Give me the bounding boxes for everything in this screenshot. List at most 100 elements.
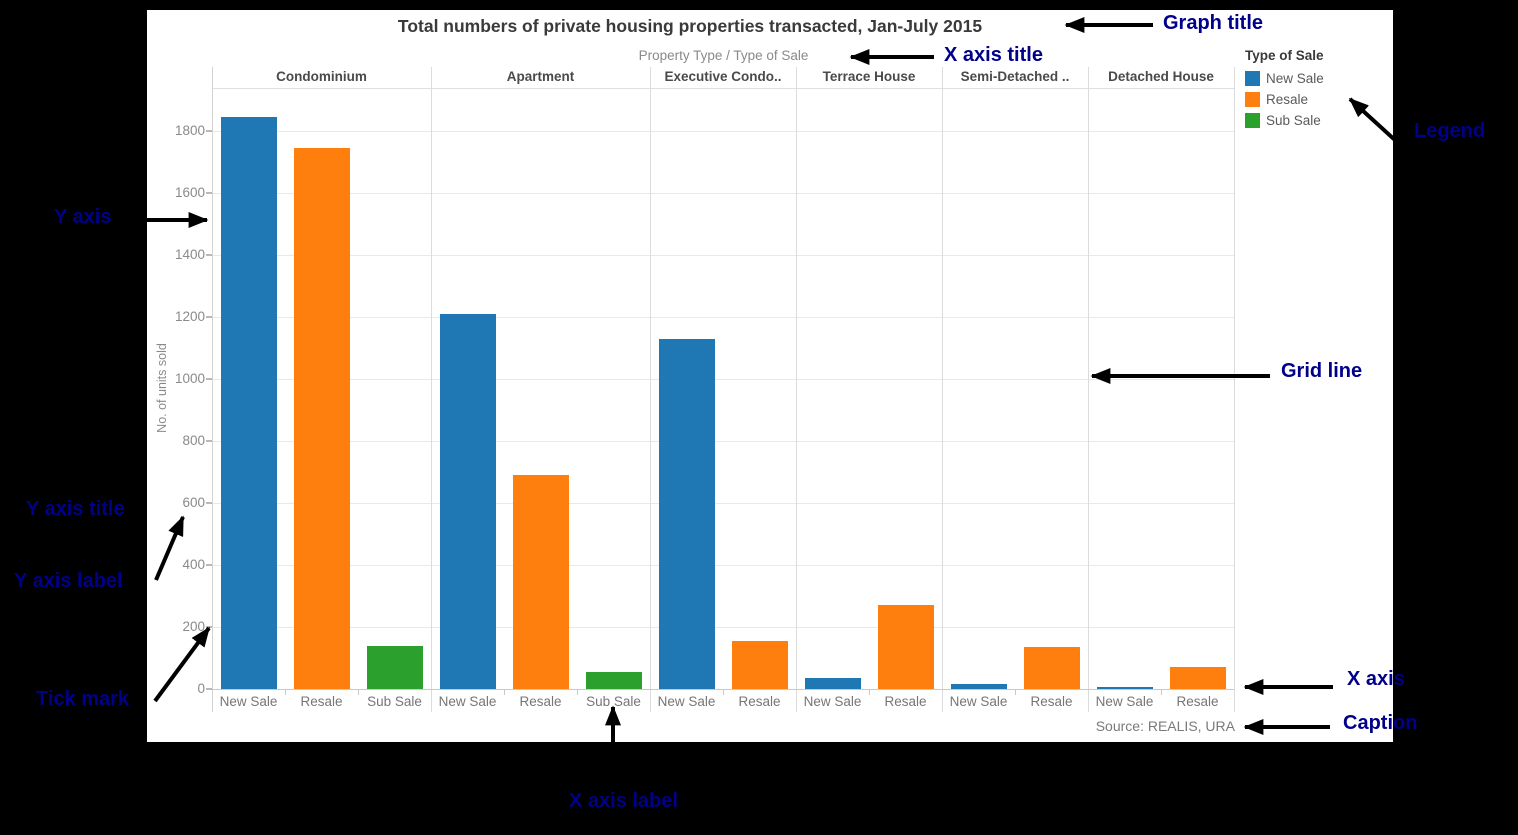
chart-canvas: Total numbers of private housing propert…: [147, 10, 1393, 742]
legend-item-resale[interactable]: Resale: [1245, 89, 1390, 110]
chart-title: Total numbers of private housing propert…: [397, 16, 983, 36]
header-underline: [212, 88, 1234, 89]
x-axis-tick-label: New Sale: [219, 694, 278, 709]
annotation-tick-mark: Tick mark: [36, 688, 130, 710]
bar-resale[interactable]: [1169, 667, 1226, 689]
y-axis-tick-label: 800: [182, 433, 205, 449]
bar-new-sale[interactable]: [804, 678, 861, 689]
grid-line-horizontal: [212, 379, 1234, 381]
legend-item-label: Resale: [1266, 92, 1309, 107]
x-axis-title: Property Type / Type of Sale: [638, 48, 809, 63]
chart-caption: Source: REALIS, URA: [1095, 718, 1235, 734]
annotation-y-axis: Y axis: [54, 206, 112, 228]
y-axis-tick-label: 1600: [174, 185, 205, 201]
bar-new-sale[interactable]: [658, 339, 715, 689]
tick-mark: [206, 254, 212, 257]
panel-header: Semi-Detached ..: [960, 69, 1070, 84]
x-axis-tick-label: Resale: [1030, 694, 1073, 709]
y-axis-tick-label: 1400: [174, 247, 205, 263]
y-axis-tick-label: 600: [182, 495, 205, 511]
tick-mark: [206, 440, 212, 443]
tick-mark: [206, 564, 212, 567]
x-axis-tick-label: Resale: [1176, 694, 1219, 709]
plot-area: 0 200 400 600 800 1000 1200 1400 1600 1800 Condomi…: [147, 10, 1393, 742]
panel-divider: [942, 67, 943, 712]
panel-divider: [1234, 67, 1235, 712]
legend-item-sub-sale[interactable]: Sub Sale: [1245, 110, 1390, 131]
bar-new-sale[interactable]: [220, 117, 277, 689]
panel-header: Condominium: [276, 69, 367, 84]
annotation-x-axis-title: X axis title: [944, 44, 1043, 66]
x-axis-tick: [869, 689, 870, 695]
x-axis-tick-label: New Sale: [803, 694, 862, 709]
x-axis-tick-label: Sub Sale: [586, 694, 641, 709]
legend-swatch: [1245, 71, 1260, 86]
x-axis-tick: [723, 689, 724, 695]
x-axis-tick: [1015, 689, 1016, 695]
x-axis-tick-label: Sub Sale: [367, 694, 422, 709]
x-axis-tick-label: Resale: [300, 694, 343, 709]
bar-resale[interactable]: [877, 605, 934, 689]
legend-item-label: New Sale: [1266, 71, 1324, 86]
legend-items: New Sale Resale Sub Sale: [1245, 68, 1390, 131]
legend-item-new-sale[interactable]: New Sale: [1245, 68, 1390, 89]
grid-line-horizontal: [212, 193, 1234, 195]
grid-line-horizontal: [212, 627, 1234, 629]
annotation-y-axis-title: Y axis title: [26, 498, 125, 520]
grid-line-horizontal: [212, 565, 1234, 567]
grid-line-horizontal: [212, 255, 1234, 257]
annotation-x-axis-label: X axis label: [569, 790, 678, 812]
bar-resale[interactable]: [293, 148, 350, 689]
bar-new-sale[interactable]: [1096, 687, 1153, 689]
x-axis-tick-label: Resale: [519, 694, 562, 709]
legend-swatch: [1245, 113, 1260, 128]
annotation-caption: Caption: [1343, 712, 1418, 734]
x-axis-tick: [285, 689, 286, 695]
grid-line-horizontal: [212, 503, 1234, 505]
x-axis-tick-label: Resale: [738, 694, 781, 709]
y-axis-line: [212, 67, 213, 712]
bar-sub-sale[interactable]: [366, 646, 423, 689]
bar-new-sale[interactable]: [439, 314, 496, 689]
x-axis-tick-label: New Sale: [949, 694, 1008, 709]
x-axis-tick: [1161, 689, 1162, 695]
y-axis-tick-label: 400: [182, 557, 205, 573]
annotation-grid-line: Grid line: [1281, 360, 1363, 382]
bar-sub-sale[interactable]: [585, 672, 642, 689]
x-axis-tick-label: New Sale: [657, 694, 716, 709]
y-axis-tick-label: 0: [197, 681, 205, 696]
grid-line-horizontal: [212, 441, 1234, 443]
legend-swatch: [1245, 92, 1260, 107]
legend: Type of Sale New Sale Resale Sub Sale: [1245, 48, 1390, 131]
legend-item-label: Sub Sale: [1266, 113, 1321, 128]
bar-new-sale[interactable]: [950, 684, 1007, 689]
panel-divider: [1088, 67, 1089, 712]
bar-resale[interactable]: [1023, 647, 1080, 689]
panel-divider: [650, 67, 651, 712]
legend-title: Type of Sale: [1245, 48, 1324, 63]
annotation-y-axis-label: Y axis label: [14, 570, 123, 592]
x-axis-line: [212, 689, 1234, 690]
annotation-legend: Legend: [1414, 120, 1486, 142]
panel-header: Executive Condo..: [664, 69, 782, 84]
bar-resale[interactable]: [512, 475, 569, 689]
tick-mark: [206, 502, 212, 505]
tick-mark: [206, 316, 212, 319]
tick-mark: [206, 130, 212, 133]
x-axis-tick: [504, 689, 505, 695]
x-axis-tick-label: New Sale: [1095, 694, 1154, 709]
x-axis-tick: [577, 689, 578, 695]
x-axis-tick-label: Resale: [884, 694, 927, 709]
y-axis-tick-label: 1000: [174, 371, 205, 387]
bar-resale[interactable]: [731, 641, 788, 689]
panel-header: Terrace House: [822, 69, 916, 84]
annotation-x-axis: X axis: [1347, 668, 1405, 690]
y-axis-tick-label: 200: [182, 619, 205, 635]
x-axis-tick-label: New Sale: [438, 694, 497, 709]
panel-header: Apartment: [506, 69, 575, 84]
grid-line-horizontal: [212, 317, 1234, 319]
grid-line-horizontal: [212, 131, 1234, 133]
tick-mark: [206, 378, 212, 381]
tick-mark: [206, 192, 212, 195]
